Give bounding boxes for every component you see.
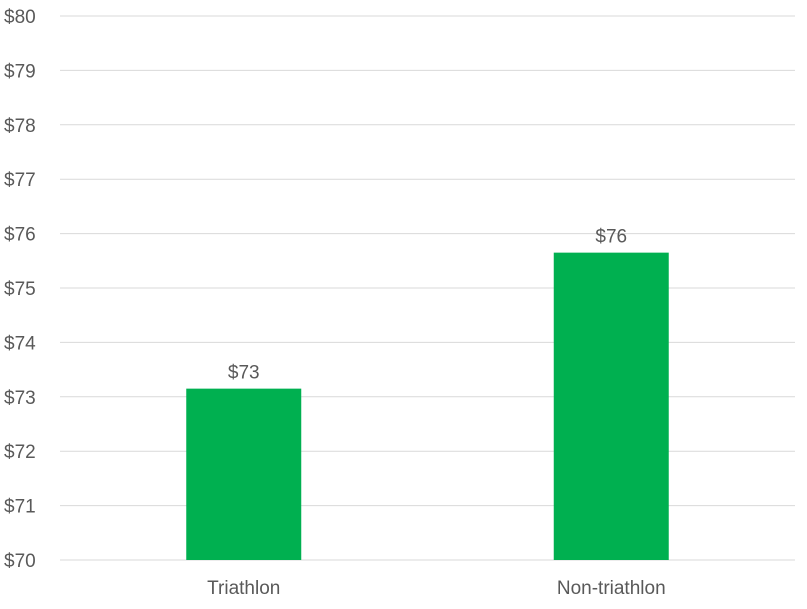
data-label: $73 [228,363,260,384]
y-tick-label: $72 [4,442,36,463]
x-tick-label: Triathlon [207,578,280,599]
y-tick-label: $80 [4,7,36,28]
bars [186,252,669,560]
y-tick-label: $71 [4,497,36,518]
y-axis-tick-labels: $70 $71 $72 $73 $74 $75 $76 $77 $78 $79 $80 [4,7,36,572]
bar [186,388,302,560]
y-tick-label: $73 [4,388,36,409]
y-tick-label: $74 [4,333,36,354]
x-axis-tick-labels: Triathlon Non-triathlon [207,578,666,599]
y-tick-label: $75 [4,279,36,300]
data-labels: $73 $76 [228,227,627,384]
y-tick-label: $79 [4,61,36,82]
y-tick-label: $77 [4,170,36,191]
y-tick-label: $78 [4,116,36,137]
x-tick-label: Non-triathlon [557,578,666,599]
data-label: $76 [595,227,627,248]
y-tick-label: $76 [4,225,36,246]
bar [553,252,669,560]
y-tick-label: $70 [4,551,36,572]
gridlines [60,15,795,561]
